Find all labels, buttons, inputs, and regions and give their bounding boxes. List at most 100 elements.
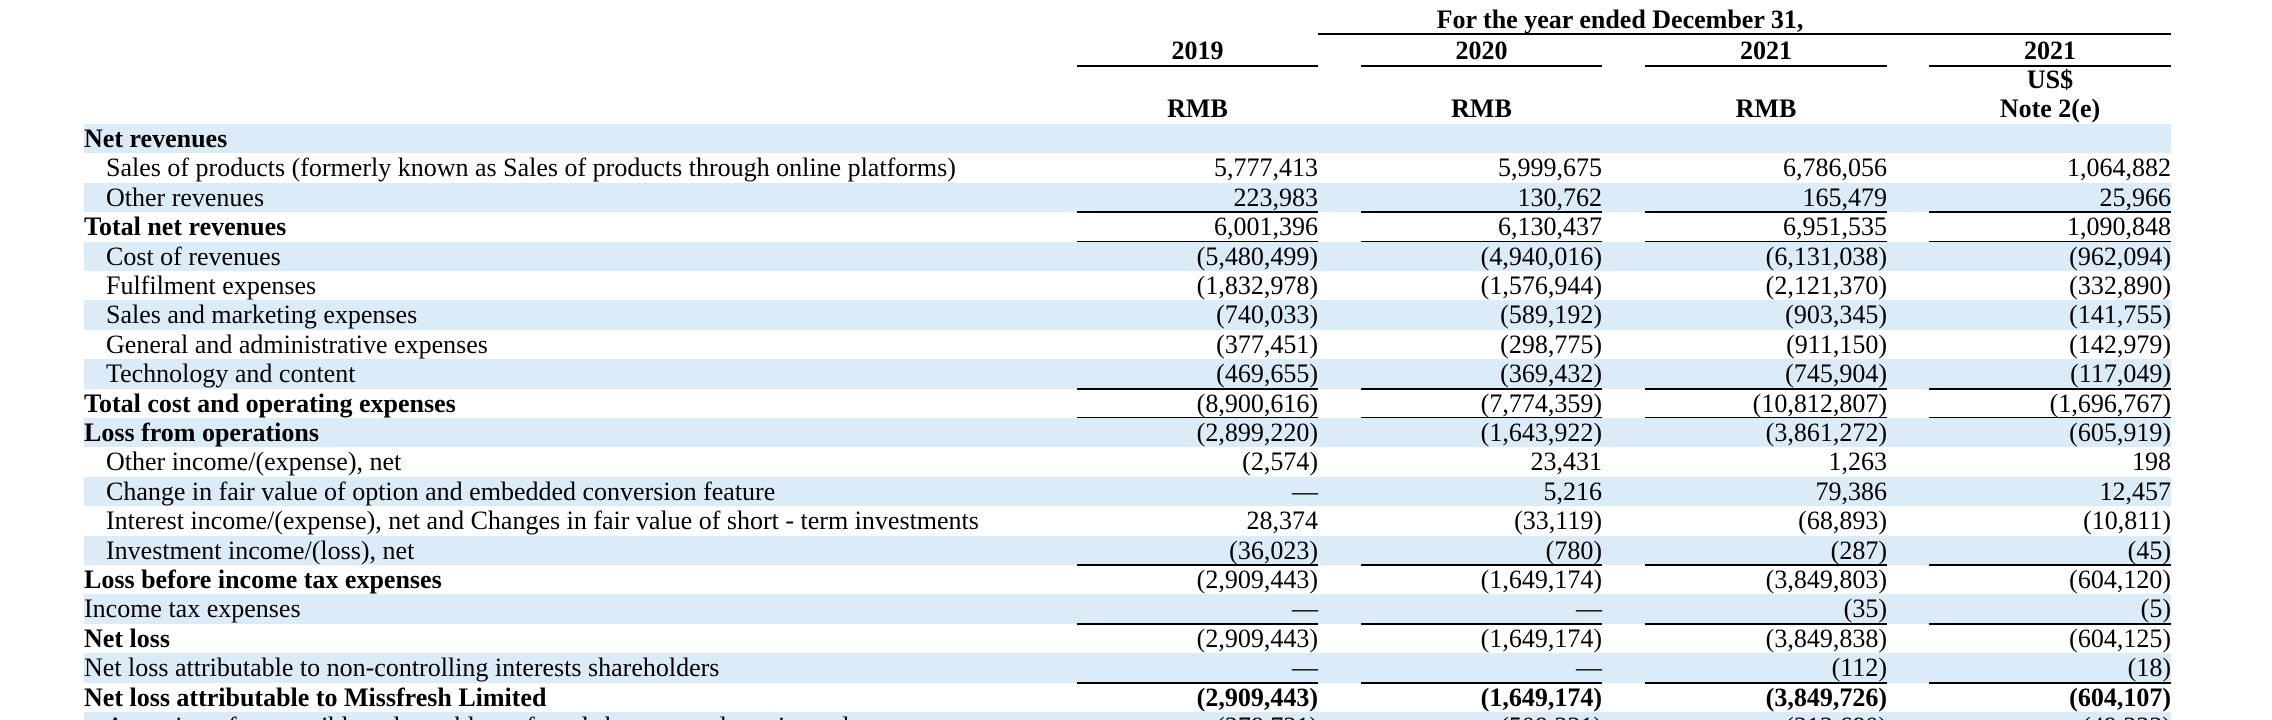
column-note: Note 2(e) — [1999, 94, 2101, 123]
cell-value: 130,762 — [1517, 182, 1603, 212]
cell-value: 5,216 — [1543, 476, 1603, 506]
row-label: Cost of revenues — [106, 241, 281, 271]
row-label: Total net revenues — [84, 212, 287, 242]
row-band — [84, 418, 2171, 448]
row-label: Interest income/(expense), net and Chang… — [106, 506, 979, 536]
row-label: Sales of products (formerly known as Sal… — [106, 153, 956, 183]
cell-value: (604,120) — [2069, 565, 2171, 594]
cell-value: (18) — [2127, 653, 2171, 683]
cell-value: 1,263 — [1828, 447, 1888, 477]
cell-value: (2,899,220) — [1196, 418, 1318, 447]
column-currency: RMB — [1167, 94, 1228, 123]
cell-value: (45) — [2127, 535, 2171, 565]
column-year: 2021 — [1740, 36, 1792, 65]
row-label: Sales and marketing expenses — [106, 300, 418, 330]
cell-rule — [1645, 211, 1887, 214]
column-rule — [1645, 65, 1887, 67]
column-currency: RMB — [1451, 94, 1512, 123]
cell-rule — [1929, 681, 2171, 684]
cell-value: (332,890) — [2069, 271, 2171, 300]
cell-value: 6,001,396 — [1214, 212, 1318, 242]
row-band — [84, 359, 2171, 389]
row-band — [84, 300, 2171, 330]
cell-value: 12,457 — [2099, 476, 2172, 506]
header-title: For the year ended December 31, — [1436, 5, 1804, 34]
cell-value: (313,680) — [1645, 712, 1887, 720]
cell-value: (377,451) — [1216, 329, 1318, 359]
column-year: 2019 — [1171, 36, 1224, 65]
row-band — [84, 476, 2171, 507]
cell-rule — [1077, 387, 1318, 390]
row-label: Loss before income tax expenses — [84, 565, 442, 594]
column-year: 2020 — [1455, 36, 1508, 65]
cell-rule — [1361, 622, 1602, 625]
row-label: Technology and content — [106, 359, 356, 389]
cell-value: (605,919) — [2069, 418, 2171, 447]
row-label: Net revenues — [84, 124, 228, 153]
cell-value: (589,192) — [1500, 300, 1602, 330]
cell-value: (3,861,272) — [1765, 418, 1887, 447]
cell-value: (117,049) — [2070, 359, 2171, 389]
row-label: General and administrative expenses — [106, 329, 488, 359]
cell-value: 6,786,056 — [1783, 153, 1887, 183]
cell-value: (604,125) — [2069, 623, 2171, 653]
cell-value: 1,090,848 — [2067, 212, 2171, 242]
cell-value: (5,480,499) — [1196, 241, 1318, 271]
row-label: Accretion of convertible redeemable pref… — [106, 712, 874, 720]
cell-rule — [1361, 681, 1602, 684]
cell-rule — [1645, 681, 1887, 684]
row-label: Net loss attributable to non-controlling… — [84, 653, 720, 683]
cell-value: — — [1576, 653, 1602, 683]
cell-value: (36,023) — [1229, 535, 1318, 565]
cell-value: (1,643,922) — [1480, 418, 1602, 447]
cell-rule — [1361, 387, 1602, 390]
row-band — [84, 241, 2171, 271]
cell-value: (3,849,726) — [1765, 682, 1887, 712]
row-label: Loss from operations — [84, 418, 319, 447]
cell-value: (2,121,370) — [1765, 271, 1887, 300]
cell-value: (4,940,016) — [1480, 241, 1602, 271]
cell-value: 1,064,882 — [2067, 153, 2171, 183]
row-band — [84, 594, 2171, 624]
column-currency: RMB — [1735, 94, 1797, 123]
cell-value: (3,849,838) — [1765, 623, 1887, 653]
row-label: Total cost and operating expenses — [84, 388, 456, 418]
cell-value: — — [1292, 594, 1318, 624]
cell-value: (33,119) — [1514, 506, 1602, 536]
cell-value: (7,774,359) — [1480, 388, 1602, 418]
cell-value: (8,900,616) — [1196, 388, 1318, 418]
cell-value: (1,832,978) — [1196, 271, 1318, 300]
cell-value: (2,909,443) — [1196, 565, 1318, 594]
row-label: Change in fair value of option and embed… — [106, 476, 776, 506]
row-label: Net loss — [84, 623, 170, 653]
cell-value: 25,966 — [2099, 182, 2172, 212]
cell-value: (35) — [1843, 594, 1887, 624]
cell-value: (1,576,944) — [1480, 271, 1602, 300]
cell-value: 165,479 — [1802, 182, 1888, 212]
row-band — [84, 535, 2171, 565]
cell-value: (141,755) — [2069, 300, 2171, 330]
cell-rule — [1929, 387, 2171, 390]
cell-value: 79,386 — [1815, 476, 1888, 506]
header-rule — [1318, 33, 2171, 35]
row-label: Fulfilment expenses — [106, 271, 317, 300]
cell-value: (962,094) — [2069, 241, 2171, 271]
cell-value: 223,983 — [1233, 182, 1319, 212]
column-year: 2021 — [2024, 36, 2076, 65]
cell-value: 198 — [2132, 447, 2171, 477]
cell-value: 5,999,675 — [1498, 153, 1602, 183]
row-label: Other income/(expense), net — [106, 447, 402, 477]
cell-rule — [1077, 681, 1318, 684]
cell-value: (369,432) — [1500, 359, 1602, 389]
cell-value: (903,345) — [1785, 300, 1887, 330]
cell-value: (278,731) — [1077, 712, 1318, 720]
cell-value: (911,150) — [1786, 329, 1887, 359]
column-rule — [1361, 65, 1602, 67]
row-band — [84, 182, 2171, 213]
cell-value: 6,130,437 — [1498, 212, 1602, 242]
cell-value: (2,909,443) — [1196, 623, 1318, 653]
cell-value: (1,696,767) — [2049, 388, 2171, 418]
cell-value: (68,893) — [1798, 506, 1887, 536]
row-label: Net loss attributable to Missfresh Limit… — [84, 682, 547, 712]
